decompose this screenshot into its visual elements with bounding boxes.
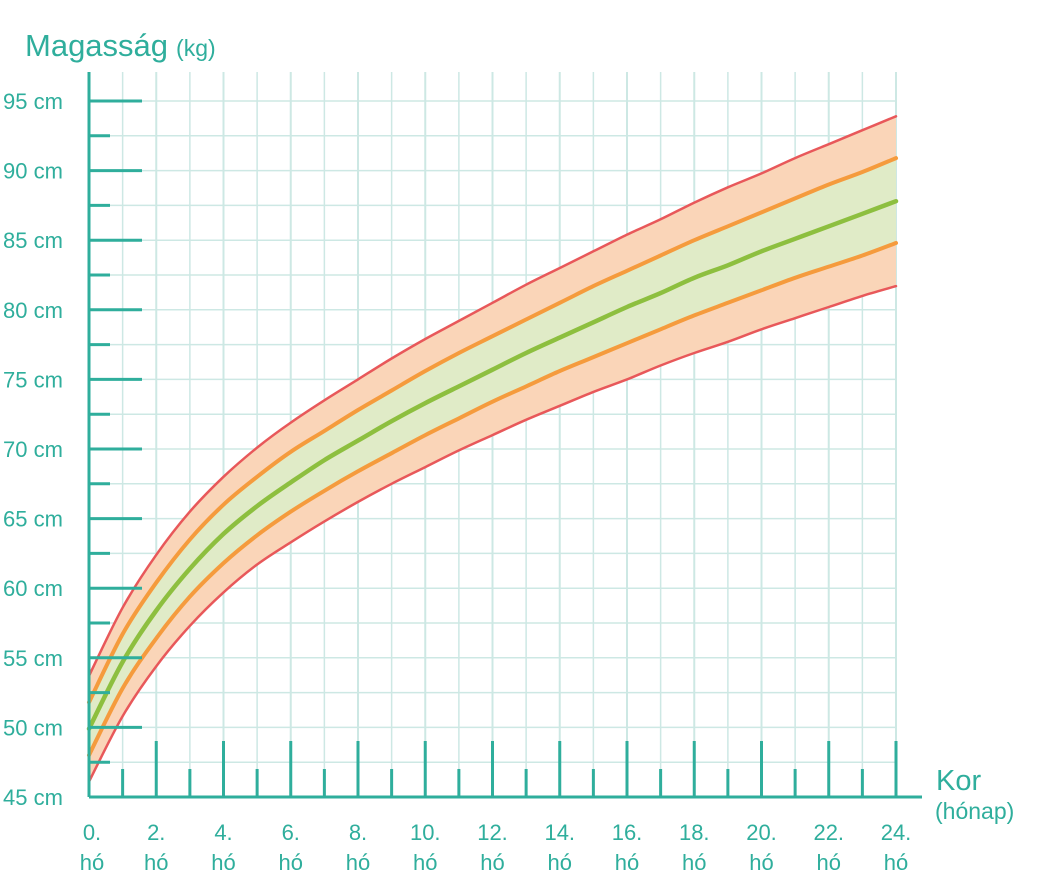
percentile-line [87, 156, 898, 705]
axes [87, 72, 922, 799]
x-tick-label: 8. [349, 820, 367, 845]
x-tick-label: 14. [544, 820, 575, 845]
percentile-line [87, 115, 898, 678]
x-tick-sublabel: hó [884, 850, 908, 875]
x-tick-label: 10. [410, 820, 441, 845]
x-axis-unit: (hónap) [935, 798, 1014, 824]
y-axis-title-unit: (kg) [176, 35, 216, 61]
y-tick-label: 45 cm [3, 785, 63, 810]
x-tick-label: 18. [679, 820, 710, 845]
x-tick-label: 4. [214, 820, 232, 845]
x-tick-sublabel: hó [279, 850, 303, 875]
y-tick-label: 90 cm [3, 159, 63, 184]
x-tick-sublabel: hó [682, 850, 706, 875]
x-tick-label: 20. [746, 820, 777, 845]
percentile-band [89, 158, 896, 756]
x-tick-label: 2. [147, 820, 165, 845]
x-tick-sublabel: hó [211, 850, 235, 875]
x-tick-label: 24. [881, 820, 912, 845]
x-axis-title: Kor [936, 765, 981, 797]
y-axis-title-main: Magasság [25, 28, 168, 63]
percentile-line [87, 241, 898, 758]
y-tick-label: 65 cm [3, 507, 63, 532]
y-tick-label: 75 cm [3, 367, 63, 392]
x-tick-sublabel: hó [80, 850, 104, 875]
y-tick-label: 60 cm [3, 576, 63, 601]
y-tick-label: 70 cm [3, 437, 63, 462]
x-tick-sublabel: hó [480, 850, 504, 875]
x-tick-sublabel: hó [346, 850, 370, 875]
x-tick-label: 0. [83, 820, 101, 845]
x-tick-label: 12. [477, 820, 508, 845]
percentile-bands [89, 116, 896, 782]
y-axis-title: Magasság (kg) [25, 28, 216, 63]
x-tick-sublabel: hó [548, 850, 572, 875]
x-tick-sublabel: hó [749, 850, 773, 875]
x-tick-sublabel: hó [144, 850, 168, 875]
x-tick-label: 16. [612, 820, 643, 845]
x-tick-label: 6. [282, 820, 300, 845]
y-tick-label: 85 cm [3, 228, 63, 253]
x-tick-sublabel: hó [615, 850, 639, 875]
percentile-band [89, 116, 896, 703]
tick-labels: 45 cm 50 cm 55 cm 60 cm 65 cm 70 cm 75 cm 80 cm… [3, 89, 911, 875]
x-tick-sublabel: hó [413, 850, 437, 875]
x-tick-label: 22. [813, 820, 844, 845]
y-tick-label: 95 cm [3, 89, 63, 114]
percentile-line [86, 198, 899, 732]
percentile-line [87, 284, 898, 783]
percentile-band [89, 243, 896, 782]
y-tick-label: 55 cm [3, 646, 63, 671]
y-tick-label: 80 cm [3, 298, 63, 323]
x-tick-sublabel: hó [817, 850, 841, 875]
percentile-lines [86, 115, 899, 783]
y-tick-label: 50 cm [3, 715, 63, 740]
